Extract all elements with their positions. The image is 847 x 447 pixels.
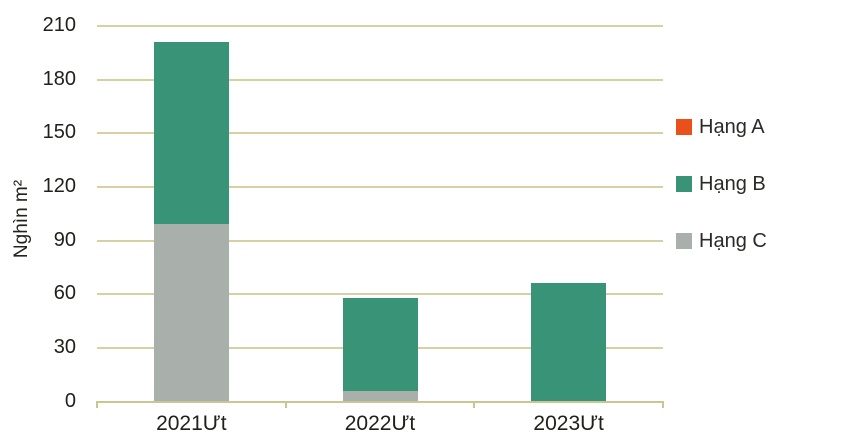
x-axis-tick [662,400,664,408]
gridline-0 [97,400,663,403]
x-axis-tick [473,400,476,408]
gridline-150 [97,132,663,135]
x-axis-tick [284,400,287,408]
bar-segment-ha-ng-c-2022u-t [342,390,418,402]
y-tick-label-210: 210 [42,14,76,36]
x-axis-label-2023u-t: 2023Ưt [533,412,604,435]
bar-segment-ha-ng-b-2022u-t [342,297,418,391]
legend-item-ha-ng-c: Hạng C [676,229,767,252]
y-tick-label-60: 60 [53,282,76,305]
y-tick-label-90: 90 [53,228,76,251]
x-axis-label-2022u-t: 2022Ưt [344,412,416,435]
bar-segment-ha-ng-b-2021u-t [153,42,229,225]
gridline-90 [97,239,663,242]
legend-swatch-ha-ng-b-icon [676,176,692,192]
legend-swatch-ha-ng-c-icon [676,233,692,249]
legend-label-ha-ng-b: Hạng B [699,172,766,195]
gridline-60 [97,293,663,296]
gridline-120 [97,185,663,188]
legend-swatch-ha-ng-a-icon [676,119,692,135]
y-tick-label-0: 0 [64,389,76,412]
y-tick-label-30: 30 [53,335,76,358]
legend: Hạng A Hạng B Hạng C [676,115,767,252]
y-tick-label-120: 120 [42,174,76,197]
bar-segment-ha-ng-c-2021u-t [153,224,229,402]
x-axis-tick [96,400,98,408]
legend-item-ha-ng-b: Hạng B [676,172,767,195]
y-tick-label-150: 150 [42,121,76,144]
legend-item-ha-ng-a: Hạng A [676,115,767,138]
bar-segment-ha-ng-b-2023u-t [531,283,607,402]
y-tick-label-180: 180 [42,67,76,90]
gridline-210 [97,25,663,27]
gridline-180 [97,78,663,81]
legend-label-ha-ng-c: Hạng C [699,229,767,252]
legend-label-ha-ng-a: Hạng A [699,115,765,138]
x-axis-label-2021u-t: 2021Ưt [156,412,227,435]
